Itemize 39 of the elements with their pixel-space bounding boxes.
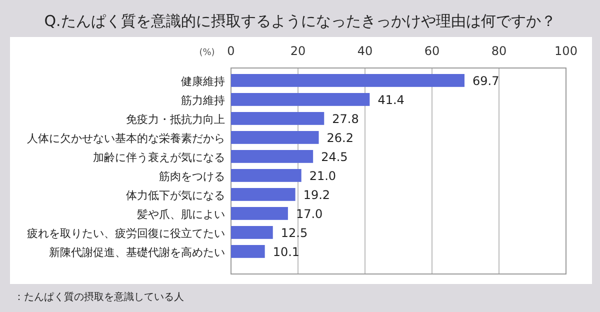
bar: [231, 169, 302, 182]
bar: [231, 131, 319, 144]
y-tick-label: 健康維持: [181, 74, 225, 88]
y-tick-label: 免疫力・抵抗力向上: [126, 112, 225, 126]
x-tick-label: 100: [554, 44, 578, 58]
data-label: 10.1: [272, 244, 300, 259]
x-tick-label: 80: [491, 44, 507, 58]
y-tick-label: 体力低下が気になる: [126, 188, 225, 202]
bar: [231, 93, 370, 106]
data-label: 19.2: [303, 188, 330, 202]
data-label: 69.7: [472, 74, 500, 88]
data-label: 21.0: [309, 168, 336, 183]
bar: [231, 207, 288, 220]
bar: [231, 245, 265, 258]
y-tick-label: 疲れを取りたい、疲労回復に役立てたい: [27, 226, 225, 240]
x-tick-label: 60: [424, 44, 440, 58]
data-label: 12.5: [280, 226, 308, 240]
bar: [231, 112, 324, 125]
data-label: 17.0: [296, 206, 323, 221]
y-tick-label: 筋肉をつける: [159, 170, 225, 183]
y-tick-label: 筋力維持: [181, 94, 225, 107]
bar: [231, 226, 273, 239]
y-tick-label: 人体に欠かせない基本的な栄養素だから: [27, 132, 225, 145]
data-label: 24.5: [321, 150, 348, 164]
y-tick-label: 加齢に伴う衰えが気になる: [93, 150, 225, 164]
bar: [231, 74, 464, 87]
x-tick-label: 0: [227, 44, 235, 58]
bar: [231, 150, 314, 163]
bar: [231, 188, 296, 201]
x-tick-label: 40: [357, 44, 373, 58]
data-label: 41.4: [378, 92, 404, 107]
chart-title: Q.たんぱく質を意識的に摂取するようになったきっかけや理由は何ですか？: [44, 12, 556, 30]
x-axis-title: (%): [199, 48, 215, 58]
x-tick-label: 20: [290, 44, 306, 58]
text: ：たんぱく質の摂取を意識している人: [14, 291, 184, 303]
data-label: 26.2: [326, 130, 354, 145]
data-label: 27.8: [332, 112, 359, 126]
y-tick-label: 新陳代謝促進、基礎代謝を高めたい: [49, 246, 225, 259]
y-tick-label: 髪や爪、肌によい: [137, 208, 225, 221]
